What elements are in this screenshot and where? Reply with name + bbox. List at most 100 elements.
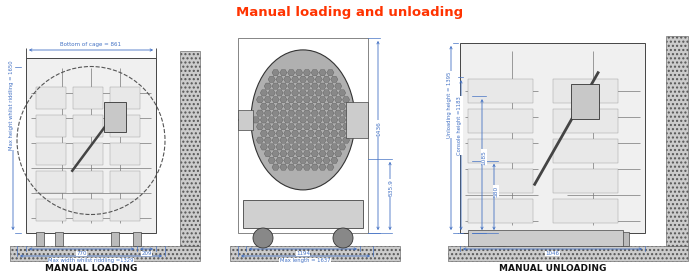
Text: 1046: 1046 xyxy=(545,251,559,256)
Polygon shape xyxy=(319,123,326,130)
Circle shape xyxy=(253,228,273,248)
Bar xyxy=(346,102,368,138)
Polygon shape xyxy=(307,117,314,123)
Polygon shape xyxy=(330,157,338,163)
Polygon shape xyxy=(323,157,330,163)
Polygon shape xyxy=(315,117,322,123)
Polygon shape xyxy=(280,150,287,157)
Polygon shape xyxy=(260,103,267,110)
Polygon shape xyxy=(272,70,279,76)
Polygon shape xyxy=(276,90,283,96)
Polygon shape xyxy=(330,76,338,83)
Polygon shape xyxy=(319,110,326,116)
Polygon shape xyxy=(311,70,318,76)
Polygon shape xyxy=(311,123,318,130)
Polygon shape xyxy=(264,150,272,157)
Bar xyxy=(36,199,66,221)
Polygon shape xyxy=(280,164,287,170)
Polygon shape xyxy=(280,137,287,143)
Bar xyxy=(621,232,629,246)
Text: MANUAL LOADING: MANUAL LOADING xyxy=(45,264,137,273)
Bar xyxy=(110,143,140,165)
Polygon shape xyxy=(276,76,283,83)
Polygon shape xyxy=(311,96,318,103)
Polygon shape xyxy=(315,90,322,96)
Polygon shape xyxy=(319,164,326,170)
Polygon shape xyxy=(295,164,302,170)
Polygon shape xyxy=(284,130,291,136)
Polygon shape xyxy=(327,164,334,170)
Bar xyxy=(468,199,533,223)
Polygon shape xyxy=(300,144,307,150)
Polygon shape xyxy=(292,117,299,123)
Polygon shape xyxy=(284,103,291,110)
Bar xyxy=(468,79,533,103)
Bar xyxy=(471,232,479,246)
Polygon shape xyxy=(323,90,330,96)
Polygon shape xyxy=(303,123,311,130)
Bar xyxy=(553,169,618,193)
Polygon shape xyxy=(335,96,342,103)
Bar xyxy=(468,169,533,193)
Polygon shape xyxy=(253,117,260,123)
Text: 209: 209 xyxy=(141,251,152,256)
Text: Max height whilst riddling = 1650: Max height whilst riddling = 1650 xyxy=(10,60,15,150)
Polygon shape xyxy=(342,137,350,143)
Polygon shape xyxy=(339,130,346,136)
Bar xyxy=(36,232,44,246)
Polygon shape xyxy=(288,137,295,143)
Polygon shape xyxy=(311,110,318,116)
Polygon shape xyxy=(303,137,311,143)
Bar xyxy=(73,87,103,109)
Bar xyxy=(26,58,156,233)
Polygon shape xyxy=(288,164,295,170)
Polygon shape xyxy=(272,137,279,143)
Polygon shape xyxy=(323,117,330,123)
Polygon shape xyxy=(315,103,322,110)
Polygon shape xyxy=(311,150,318,157)
Text: 770: 770 xyxy=(76,251,87,256)
Bar xyxy=(110,171,140,193)
Bar xyxy=(36,115,66,137)
Polygon shape xyxy=(303,83,311,89)
Bar xyxy=(111,232,118,246)
Text: Max length = 1637: Max length = 1637 xyxy=(280,258,330,263)
Polygon shape xyxy=(311,137,318,143)
Polygon shape xyxy=(339,90,346,96)
Polygon shape xyxy=(280,123,287,130)
Polygon shape xyxy=(264,96,272,103)
Polygon shape xyxy=(264,110,272,116)
Polygon shape xyxy=(335,83,342,89)
Polygon shape xyxy=(311,164,318,170)
Polygon shape xyxy=(346,117,354,123)
Polygon shape xyxy=(335,150,342,157)
Polygon shape xyxy=(330,90,338,96)
Polygon shape xyxy=(268,76,275,83)
Polygon shape xyxy=(303,96,311,103)
Polygon shape xyxy=(307,157,314,163)
Polygon shape xyxy=(295,137,302,143)
Bar xyxy=(468,109,533,133)
Polygon shape xyxy=(295,123,302,130)
Bar xyxy=(460,43,645,233)
Polygon shape xyxy=(288,150,295,157)
Bar xyxy=(230,246,400,261)
Polygon shape xyxy=(268,157,275,163)
Ellipse shape xyxy=(251,50,355,190)
Polygon shape xyxy=(330,103,338,110)
Text: MANUAL UNLOADING: MANUAL UNLOADING xyxy=(499,264,606,273)
Bar xyxy=(553,109,618,133)
Polygon shape xyxy=(319,83,326,89)
Polygon shape xyxy=(268,103,275,110)
Polygon shape xyxy=(327,150,334,157)
Polygon shape xyxy=(268,90,275,96)
Polygon shape xyxy=(280,96,287,103)
Bar xyxy=(468,230,623,246)
Polygon shape xyxy=(295,83,302,89)
Polygon shape xyxy=(260,144,267,150)
Polygon shape xyxy=(288,70,295,76)
Bar xyxy=(243,200,363,228)
Polygon shape xyxy=(292,130,299,136)
Text: 535.9: 535.9 xyxy=(389,179,393,196)
Polygon shape xyxy=(256,96,263,103)
